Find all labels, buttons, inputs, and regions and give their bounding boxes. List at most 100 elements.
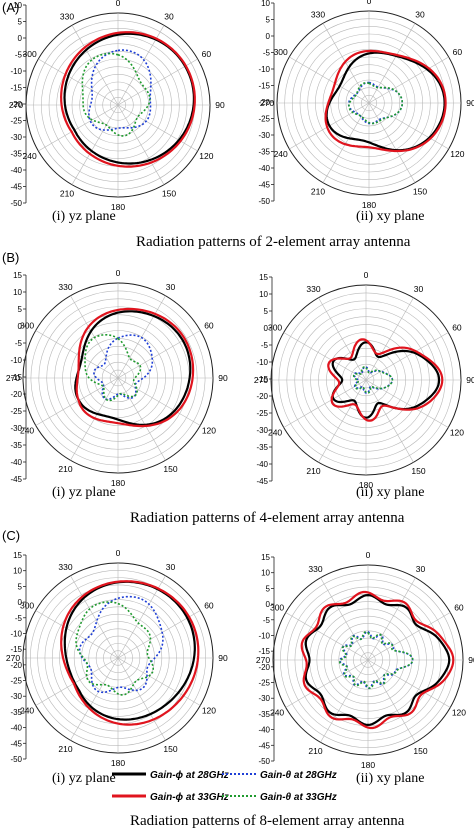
spoke-line: [320, 577, 369, 661]
angle-label: 120: [202, 706, 216, 716]
angle-label: 330: [58, 282, 72, 292]
polar-plot-b-yz: 0 30 60 90 120 150 180 210 240 270 300 330 15 10 5 0 -5 -…: [6, 268, 228, 488]
angle-label: 240: [274, 149, 288, 159]
angle-label: 0: [366, 550, 371, 560]
row-label-c: (C): [2, 528, 20, 543]
radial-tick-label: 15: [259, 273, 268, 282]
series-curve: [74, 310, 192, 426]
angle-label: 330: [60, 12, 74, 22]
angle-label: 60: [453, 47, 463, 57]
spoke-line: [367, 659, 416, 743]
radial-tick-label: 0: [18, 34, 23, 43]
spoke-line: [368, 56, 449, 104]
radial-tick-label: -40: [10, 724, 22, 733]
angle-label: 270: [9, 100, 23, 110]
series-curve: [348, 82, 404, 125]
radial-tick-label: 15: [261, 553, 270, 562]
radial-tick-label: 15: [13, 271, 22, 280]
radial-tick-label: 0: [18, 322, 23, 331]
legend-theta-33: Gain-θ at 33GHz: [260, 792, 337, 803]
angle-label: 150: [163, 464, 177, 474]
spoke-line: [322, 23, 370, 104]
angle-label: 0: [367, 0, 372, 6]
radial-tick-label: 0: [266, 32, 271, 41]
angle-label: 330: [311, 10, 325, 20]
radial-tick-label: -35: [10, 150, 22, 159]
radial-tick-label: -35: [256, 443, 268, 452]
series-curve: [331, 341, 441, 419]
radial-tick-label: 10: [261, 569, 270, 578]
spoke-line: [368, 23, 416, 104]
radial-tick-label: -10: [10, 67, 22, 76]
series-curve: [63, 580, 196, 721]
series-curve: [59, 31, 196, 168]
angle-label: 90: [218, 373, 228, 383]
spoke-line: [117, 104, 198, 152]
legend-phi-33: Gain-ϕ at 33GHz: [150, 792, 229, 803]
spoke-line: [38, 58, 119, 106]
angle-label: 330: [306, 284, 320, 294]
radial-tick-label: -30: [258, 694, 270, 703]
angle-label: 210: [308, 746, 322, 756]
plane-label-a-yz: (i) yz plane: [52, 209, 116, 224]
radial-tick-label: -20: [258, 663, 270, 672]
radial-tick-label: -5: [263, 616, 271, 625]
radial-tick-label: -5: [261, 341, 269, 350]
plane-label-a-xy: (ii) xy plane: [356, 209, 424, 224]
radial-tick-label: -45: [258, 181, 270, 190]
angle-label: 270: [6, 653, 20, 663]
angle-label: 150: [163, 744, 177, 754]
angle-label: 300: [20, 601, 34, 611]
angle-label: 240: [20, 426, 34, 436]
spoke-line: [365, 297, 414, 381]
radial-tick-label: 10: [13, 1, 22, 10]
angle-label: 90: [466, 98, 474, 108]
spoke-line: [117, 104, 165, 185]
series-curve: [327, 338, 444, 422]
spoke-line: [367, 612, 451, 661]
polar-plot-b-xy: 0 30 60 90 120 150 180 210 240 270 300 330 15 10 5 0 -5 -…: [254, 270, 474, 490]
angle-label: 120: [202, 426, 216, 436]
radial-tick-label: -10: [258, 65, 270, 74]
radial-tick-label: -15: [10, 84, 22, 93]
plane-label-b-xy: (ii) xy plane: [356, 485, 424, 500]
angle-label: 150: [413, 746, 427, 756]
angle-label: 270: [6, 373, 20, 383]
plane-label-c-yz: (i) yz plane: [52, 771, 116, 786]
spoke-line: [35, 330, 119, 379]
radial-tick-label: -25: [258, 679, 270, 688]
radial-tick-label: 5: [266, 16, 271, 25]
spoke-line: [117, 25, 165, 106]
plane-label-b-yz: (i) yz plane: [52, 485, 116, 500]
radial-tick-label: -45: [10, 739, 22, 748]
spoke-line: [117, 657, 166, 741]
angle-label: 90: [466, 375, 474, 385]
spoke-line: [367, 577, 416, 661]
radial-tick-label: -5: [15, 614, 23, 623]
radial-tick-label: -35: [258, 148, 270, 157]
legend-theta-28: Gain-θ at 28GHz: [260, 770, 337, 781]
radial-tick-label: -25: [10, 117, 22, 126]
series-curve: [84, 334, 142, 402]
series-curve: [75, 601, 154, 696]
radial-tick-label: -40: [258, 164, 270, 173]
radial-tick-label: -15: [10, 645, 22, 654]
spoke-line: [320, 659, 369, 743]
angle-label: 180: [111, 202, 125, 212]
spoke-line: [368, 102, 416, 183]
radial-tick-label: -5: [15, 339, 23, 348]
angle-label: 30: [164, 12, 174, 22]
series-curve: [353, 366, 394, 394]
angle-label: 180: [362, 200, 376, 210]
spoke-line: [318, 379, 367, 463]
radial-tick-label: -10: [10, 629, 22, 638]
radial-tick-label: -10: [256, 358, 268, 367]
radial-tick-label: -20: [256, 392, 268, 401]
angle-label: 330: [308, 564, 322, 574]
row-label-b: (B): [2, 250, 19, 265]
angle-label: 240: [268, 428, 282, 438]
radial-tick-label: -40: [256, 460, 268, 469]
angle-label: 210: [60, 188, 74, 198]
radial-tick-label: -40: [10, 166, 22, 175]
caption-c: Radiation patterns of 8-element array an…: [130, 813, 405, 829]
